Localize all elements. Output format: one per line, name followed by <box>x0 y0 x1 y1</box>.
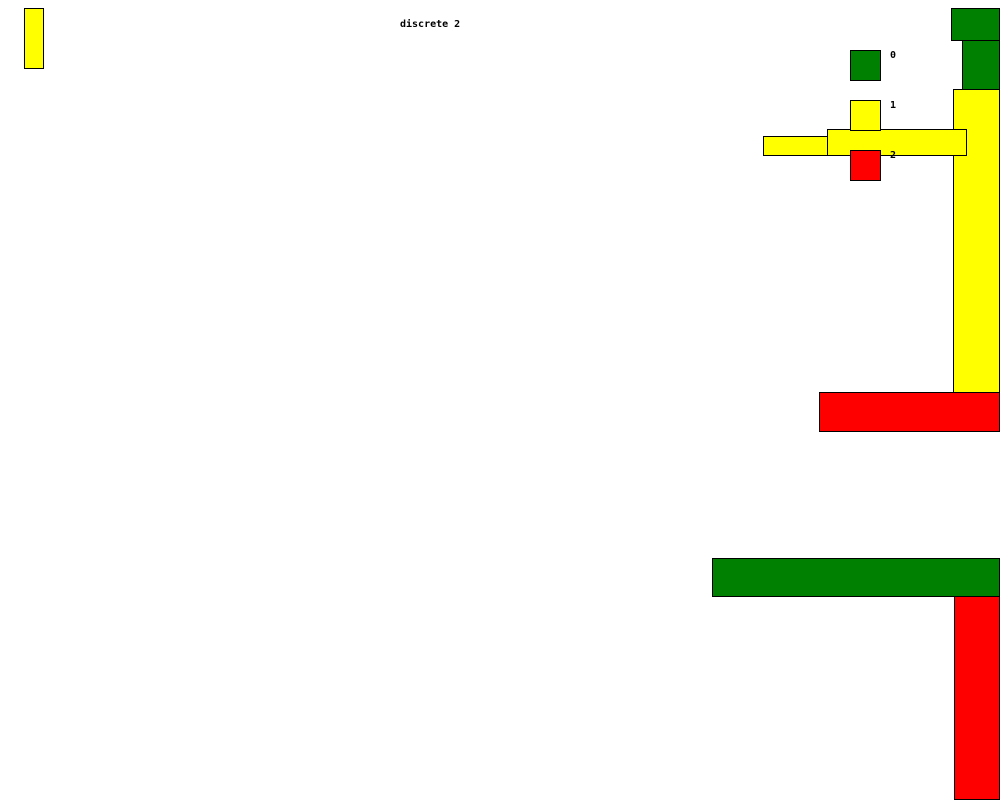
legend-swatch-1 <box>850 100 881 131</box>
block-yellow-bar-right <box>827 129 967 156</box>
legend-label-0: 0 <box>890 50 897 61</box>
block-green-bottom <box>712 558 1000 597</box>
legend-swatch-2 <box>850 150 881 181</box>
block-yellow-top-left <box>24 8 44 69</box>
block-red-middle <box>819 392 1000 432</box>
block-green-right-column <box>962 40 1000 90</box>
legend-label-2: 2 <box>890 150 897 161</box>
diagram-title: discrete 2 <box>400 19 461 30</box>
block-yellow-bar-left <box>763 136 829 156</box>
block-green-top-right <box>951 8 1000 41</box>
legend-label-1: 1 <box>890 100 897 111</box>
legend-swatch-0 <box>850 50 881 81</box>
block-red-bottom-column <box>954 596 1000 800</box>
